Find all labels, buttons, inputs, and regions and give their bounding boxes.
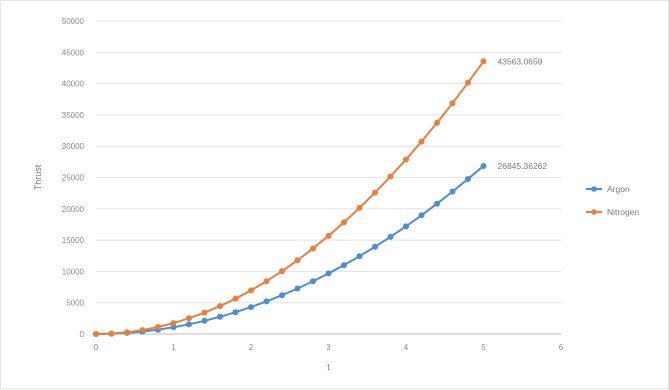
- nitrogen-point: [279, 268, 285, 275]
- y-tick-labels: 0 5000 10000 15000 20000 25000 30000 35000 40000…: [62, 17, 85, 339]
- y-tick-label-15000: 15000: [62, 236, 85, 245]
- nitrogen-point: [186, 315, 192, 322]
- argon-point: [356, 253, 363, 260]
- nitrogen-point: [418, 138, 425, 145]
- x-tick-labels: 0 1 2 3 4 5 6: [94, 343, 564, 352]
- x-tick-label-3: 3: [326, 343, 331, 352]
- series-argon: [93, 162, 487, 337]
- argon-point: [248, 304, 254, 311]
- y-tick-label-0: 0: [80, 330, 85, 339]
- nitrogen-point: [294, 257, 301, 264]
- argon-point: [465, 175, 471, 182]
- argon-point: [263, 298, 270, 305]
- argon-line: [95, 165, 485, 335]
- y-tick-label-45000: 45000: [62, 48, 85, 57]
- nitrogen-point: [232, 295, 239, 302]
- argon-point: [170, 324, 177, 331]
- nitrogen-point: [310, 245, 316, 252]
- x-tick-label-4: 4: [404, 343, 409, 352]
- legend-marker-nitrogen: [591, 209, 597, 215]
- nitrogen-point: [108, 330, 115, 337]
- x-tick-label-5: 5: [481, 343, 486, 352]
- nitrogen-end-label: 43563.0659: [498, 56, 543, 66]
- nitrogen-point: [217, 303, 223, 310]
- argon-point: [449, 188, 456, 195]
- y-axis-title: Thrust: [33, 164, 43, 190]
- argon-point: [434, 200, 440, 207]
- x-tick-label-1: 1: [171, 343, 176, 352]
- argon-point: [232, 309, 239, 316]
- nitrogen-point: [325, 232, 332, 239]
- argon-point: [217, 313, 223, 320]
- x-tick-label-6: 6: [559, 343, 564, 352]
- y-tick-label-40000: 40000: [62, 80, 85, 89]
- x-tick-label-2: 2: [249, 343, 254, 352]
- nitrogen-point: [403, 156, 409, 163]
- argon-end-label: 26845.36262: [498, 161, 548, 171]
- nitrogen-point: [263, 278, 270, 285]
- nitrogen-point: [155, 324, 161, 331]
- legend-label-argon: Argon: [607, 184, 630, 194]
- argon-point: [341, 262, 347, 269]
- series-nitrogen: [93, 58, 487, 337]
- argon-point: [294, 285, 301, 292]
- nitrogen-point: [449, 100, 456, 107]
- argon-point: [279, 292, 285, 299]
- legend-item-argon: Argon: [586, 184, 630, 194]
- argon-point: [387, 233, 394, 240]
- nitrogen-point: [124, 329, 130, 336]
- gridlines: [96, 20, 561, 304]
- y-tick-label-25000: 25000: [62, 174, 85, 183]
- y-tick-label-35000: 35000: [62, 111, 85, 120]
- legend-item-nitrogen: Nitrogen: [586, 207, 639, 217]
- x-tick-label-0: 0: [94, 343, 99, 352]
- argon-point: [201, 317, 208, 324]
- nitrogen-point: [248, 287, 254, 294]
- argon-point: [186, 321, 192, 328]
- nitrogen-point: [434, 119, 440, 126]
- nitrogen-point: [201, 309, 208, 316]
- nitrogen-point: [341, 219, 347, 226]
- x-axis-title: t: [327, 362, 330, 372]
- nitrogen-line: [95, 60, 485, 335]
- nitrogen-point: [372, 189, 378, 196]
- argon-point: [310, 278, 316, 285]
- legend-label-nitrogen: Nitrogen: [607, 207, 639, 217]
- y-tick-label-50000: 50000: [62, 17, 85, 26]
- nitrogen-point: [480, 58, 487, 65]
- y-tick-label-20000: 20000: [62, 205, 85, 214]
- nitrogen-point: [387, 173, 394, 180]
- argon-point: [403, 223, 409, 230]
- argon-point: [325, 270, 332, 277]
- argon-point: [372, 243, 378, 250]
- legend-marker-argon: [591, 186, 597, 192]
- series: [93, 58, 487, 337]
- argon-point: [480, 162, 487, 169]
- data-labels: 26845.36262 43563.0659: [498, 56, 548, 171]
- y-tick-label-30000: 30000: [62, 142, 85, 151]
- argon-point: [418, 212, 425, 219]
- nitrogen-point: [465, 79, 471, 86]
- y-tick-label-10000: 10000: [62, 267, 85, 276]
- nitrogen-point: [356, 204, 363, 211]
- nitrogen-point: [139, 327, 146, 334]
- nitrogen-point: [170, 320, 177, 327]
- y-tick-label-5000: 5000: [66, 299, 84, 308]
- nitrogen-point: [93, 331, 99, 337]
- legend: Argon Nitrogen: [586, 184, 639, 217]
